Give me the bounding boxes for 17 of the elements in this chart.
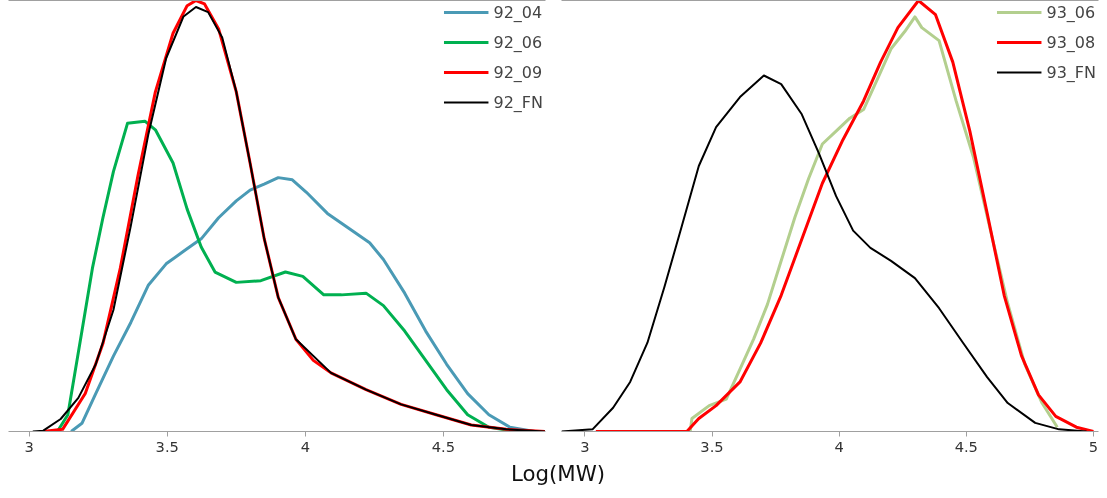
x-tick-label: 4 bbox=[834, 437, 844, 455]
legend-label: 93_08 bbox=[1046, 32, 1096, 52]
x-tick-label: 3 bbox=[580, 437, 590, 455]
x-tick-label: 3.5 bbox=[700, 437, 724, 455]
x-axis-title: Log(MW) bbox=[510, 460, 606, 488]
x-tick-label: 3 bbox=[24, 437, 34, 455]
x-tick-label: 3.5 bbox=[155, 437, 179, 455]
legend-label: 93_06 bbox=[1046, 2, 1096, 22]
legend-label: 93_FN bbox=[1046, 62, 1096, 82]
x-tick-label: 4.5 bbox=[954, 437, 978, 455]
x-tick-label: 4.5 bbox=[431, 437, 455, 455]
x-tick-label: 4 bbox=[300, 437, 310, 455]
legend-label: 92_FN bbox=[493, 92, 543, 112]
legend-label: 92_06 bbox=[493, 32, 543, 52]
legend-label: 92_04 bbox=[493, 2, 543, 22]
legend-label: 92_09 bbox=[493, 62, 543, 82]
x-tick-label: 5 bbox=[1088, 437, 1099, 455]
